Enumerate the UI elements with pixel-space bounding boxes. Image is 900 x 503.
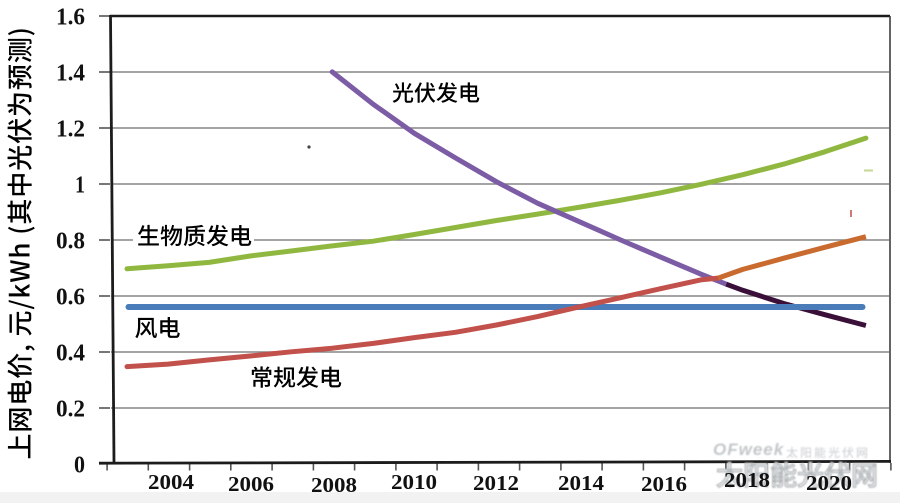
- svg-text:2010: 2010: [391, 470, 437, 494]
- svg-text:2012: 2012: [473, 471, 519, 495]
- svg-text:1.4: 1.4: [56, 61, 85, 87]
- svg-text:2016: 2016: [641, 472, 687, 496]
- svg-text:1: 1: [75, 173, 85, 199]
- svg-text:2004: 2004: [148, 470, 195, 494]
- svg-text:2020: 2020: [806, 471, 852, 495]
- svg-text:0: 0: [74, 453, 85, 479]
- svg-text:0.2: 0.2: [56, 397, 85, 423]
- svg-text:1.6: 1.6: [56, 5, 85, 31]
- svg-text:2008: 2008: [311, 473, 357, 497]
- svg-text:2018: 2018: [724, 468, 770, 492]
- svg-text:1.2: 1.2: [56, 117, 85, 143]
- svg-text:OFweek: OFweek: [713, 440, 785, 459]
- svg-text:2006: 2006: [228, 472, 274, 496]
- svg-text:0.4: 0.4: [56, 341, 85, 367]
- svg-text:0.6: 0.6: [56, 285, 85, 311]
- svg-text:2014: 2014: [558, 471, 605, 495]
- svg-text:0.8: 0.8: [56, 229, 85, 255]
